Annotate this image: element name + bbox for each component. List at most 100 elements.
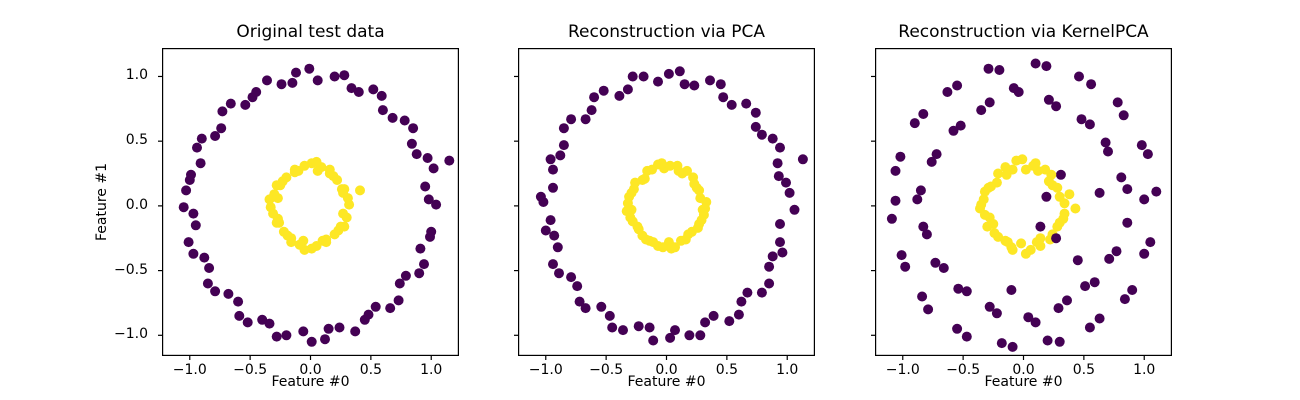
y-tick-label: −1.0 bbox=[114, 326, 148, 343]
data-point-outer-ring-class0 bbox=[589, 92, 600, 103]
data-point-outer-ring-class0 bbox=[320, 334, 330, 345]
data-point-outer-ring-class0 bbox=[961, 331, 972, 342]
data-point-outer-ring-class0 bbox=[604, 310, 615, 321]
data-point-outer-ring-class0 bbox=[1006, 285, 1017, 295]
data-point-outer-ring-class0 bbox=[942, 87, 953, 97]
data-point-inner-ring-class1 bbox=[1043, 176, 1054, 187]
data-point-inner-ring-class1 bbox=[332, 175, 343, 185]
data-point-outer-ring-class0 bbox=[890, 165, 901, 176]
data-point-outer-ring-class0 bbox=[350, 326, 361, 337]
data-point-outer-ring-class0 bbox=[923, 304, 934, 315]
data-point-outer-ring-class0 bbox=[1122, 217, 1133, 228]
data-point-outer-ring-class0 bbox=[1086, 79, 1097, 90]
data-point-outer-ring-class0 bbox=[183, 237, 194, 248]
data-point-inner-ring-class1 bbox=[1052, 221, 1063, 232]
data-point-outer-ring-class0 bbox=[554, 268, 564, 279]
data-point-inner-ring-class1 bbox=[1025, 244, 1036, 255]
data-point-outer-ring-class0 bbox=[1043, 94, 1054, 105]
x-tick-label: −1.0 bbox=[172, 362, 207, 378]
data-point-outer-ring-class0 bbox=[900, 261, 911, 272]
data-point-inner-ring-class1 bbox=[993, 168, 1004, 179]
data-point-outer-ring-class0 bbox=[572, 281, 583, 292]
data-point-outer-ring-class0 bbox=[726, 99, 737, 110]
data-point-outer-ring-class0 bbox=[233, 296, 244, 307]
x-axis-label-pca: Feature #0 bbox=[627, 374, 706, 390]
data-point-outer-ring-class0 bbox=[775, 142, 785, 153]
data-point-outer-ring-class0 bbox=[715, 79, 726, 90]
axes-frame bbox=[875, 48, 1172, 356]
data-point-outer-ring-class0 bbox=[1103, 146, 1113, 157]
data-point-inner-ring-class1 bbox=[696, 215, 707, 226]
data-point-outer-ring-class0 bbox=[1053, 303, 1064, 314]
data-point-outer-ring-class0 bbox=[948, 125, 959, 136]
data-point-outer-ring-class0 bbox=[406, 138, 417, 149]
data-point-outer-ring-class0 bbox=[918, 221, 929, 232]
data-point-outer-ring-class0 bbox=[984, 301, 995, 312]
data-point-inner-ring-class1 bbox=[630, 177, 641, 188]
data-point-inner-ring-class1 bbox=[627, 216, 638, 227]
data-point-outer-ring-class0 bbox=[1041, 61, 1052, 72]
data-point-outer-ring-class0 bbox=[1023, 312, 1034, 323]
data-point-inner-ring-class1 bbox=[335, 221, 346, 232]
data-point-inner-ring-class1 bbox=[1040, 164, 1051, 175]
data-point-outer-ring-class0 bbox=[217, 106, 228, 117]
data-point-outer-ring-class0 bbox=[614, 90, 625, 101]
data-point-inner-ring-class1 bbox=[683, 229, 694, 240]
x-tick-label: 0.5 bbox=[715, 362, 738, 378]
data-point-outer-ring-class0 bbox=[775, 219, 785, 229]
data-point-outer-ring-class0 bbox=[423, 194, 434, 205]
data-point-outer-ring-class0 bbox=[991, 308, 1002, 319]
data-point-outer-ring-class0 bbox=[775, 237, 785, 248]
data-point-inner-ring-class1 bbox=[311, 156, 322, 167]
data-point-outer-ring-class0 bbox=[689, 80, 700, 91]
data-point-outer-ring-class0 bbox=[291, 67, 301, 78]
data-point-outer-ring-class0 bbox=[983, 63, 994, 74]
data-point-outer-ring-class0 bbox=[558, 123, 569, 134]
data-point-outer-ring-class0 bbox=[1116, 172, 1127, 183]
data-point-outer-ring-class0 bbox=[181, 185, 192, 196]
data-point-inner-ring-class1 bbox=[329, 229, 340, 240]
data-point-outer-ring-class0 bbox=[1094, 187, 1105, 198]
data-point-inner-ring-class1 bbox=[647, 164, 657, 175]
data-point-outer-ring-class0 bbox=[1089, 277, 1100, 288]
data-point-outer-ring-class0 bbox=[976, 105, 987, 116]
data-point-inner-ring-class1 bbox=[311, 241, 322, 251]
data-point-outer-ring-class0 bbox=[1055, 169, 1066, 180]
data-point-inner-ring-class1 bbox=[665, 160, 676, 171]
data-point-inner-ring-class1 bbox=[268, 208, 279, 219]
data-point-inner-ring-class1 bbox=[1070, 203, 1081, 214]
data-point-outer-ring-class0 bbox=[742, 287, 753, 298]
axes-frame bbox=[518, 48, 815, 356]
panel-title-kernelpca: Reconstruction via KernelPCA bbox=[898, 22, 1149, 42]
data-point-inner-ring-class1 bbox=[1011, 155, 1022, 166]
x-axis-label-original: Feature #0 bbox=[271, 374, 350, 390]
data-point-inner-ring-class1 bbox=[657, 242, 668, 253]
data-point-outer-ring-class0 bbox=[242, 317, 253, 328]
data-point-outer-ring-class0 bbox=[428, 163, 439, 174]
data-point-outer-ring-class0 bbox=[376, 90, 387, 101]
data-point-outer-ring-class0 bbox=[195, 158, 206, 169]
data-point-outer-ring-class0 bbox=[444, 155, 455, 166]
data-point-outer-ring-class0 bbox=[394, 278, 405, 289]
data-point-inner-ring-class1 bbox=[689, 178, 700, 189]
data-point-outer-ring-class0 bbox=[1151, 186, 1162, 197]
data-point-outer-ring-class0 bbox=[773, 171, 784, 182]
data-point-outer-ring-class0 bbox=[262, 75, 272, 86]
data-point-outer-ring-class0 bbox=[764, 261, 775, 272]
data-point-outer-ring-class0 bbox=[648, 335, 659, 346]
data-point-inner-ring-class1 bbox=[700, 203, 711, 214]
data-point-outer-ring-class0 bbox=[204, 263, 215, 273]
data-point-outer-ring-class0 bbox=[596, 301, 607, 312]
data-point-outer-ring-class0 bbox=[953, 283, 964, 294]
data-point-inner-ring-class1 bbox=[336, 184, 347, 195]
data-point-outer-ring-class0 bbox=[1112, 97, 1123, 108]
data-point-inner-ring-class1 bbox=[1058, 213, 1069, 224]
data-point-inner-ring-class1 bbox=[633, 224, 644, 235]
data-point-inner-ring-class1 bbox=[286, 233, 297, 244]
data-point-outer-ring-class0 bbox=[566, 272, 577, 283]
data-point-outer-strays-over-inner bbox=[1051, 233, 1062, 244]
data-point-outer-ring-class0 bbox=[909, 118, 920, 129]
data-point-outer-ring-class0 bbox=[545, 154, 556, 165]
data-point-outer-ring-class0 bbox=[411, 149, 422, 160]
